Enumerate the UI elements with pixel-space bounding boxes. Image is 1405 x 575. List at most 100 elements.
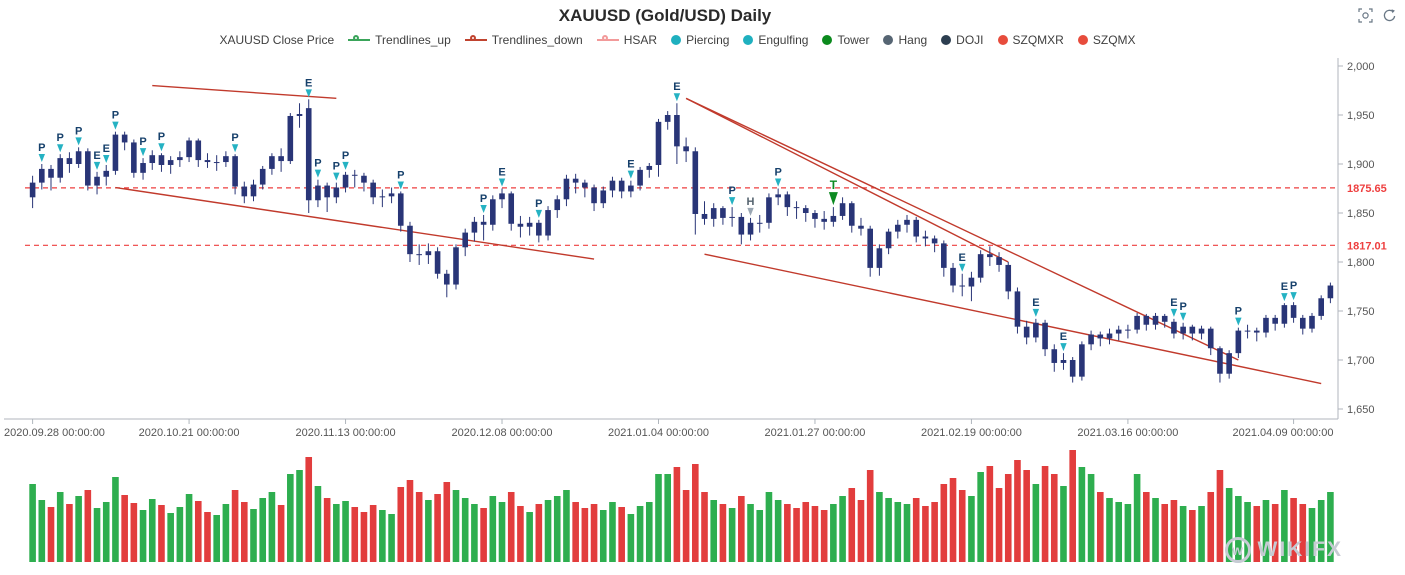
- candle[interactable]: [1088, 330, 1094, 351]
- volume-bar[interactable]: [130, 503, 138, 562]
- candle[interactable]: [1161, 313, 1168, 328]
- volume-bar[interactable]: [1170, 500, 1178, 562]
- candle[interactable]: [950, 262, 956, 293]
- candle[interactable]: [692, 147, 699, 235]
- volume-bar[interactable]: [1152, 498, 1159, 562]
- candle[interactable]: [1244, 324, 1251, 339]
- volume-bar[interactable]: [415, 492, 423, 562]
- candle[interactable]: [637, 166, 643, 191]
- volume-bar[interactable]: [572, 502, 579, 562]
- volume-bar[interactable]: [857, 500, 865, 562]
- volume-bar[interactable]: [1115, 502, 1123, 562]
- volume-bar[interactable]: [342, 501, 349, 562]
- volume-bar[interactable]: [830, 504, 837, 562]
- volume-bar[interactable]: [1060, 486, 1067, 562]
- candle[interactable]: [941, 240, 947, 277]
- volume-bar[interactable]: [820, 510, 828, 562]
- candle[interactable]: [1309, 312, 1315, 333]
- candle[interactable]: [112, 131, 119, 175]
- candle[interactable]: [223, 151, 229, 167]
- candle[interactable]: [342, 171, 349, 193]
- candle[interactable]: [664, 111, 671, 130]
- candle[interactable]: [701, 201, 708, 225]
- candle[interactable]: [462, 228, 469, 257]
- volume-bar[interactable]: [876, 492, 883, 562]
- candle[interactable]: [305, 99, 312, 213]
- volume-bar[interactable]: [618, 507, 625, 562]
- volume-bar[interactable]: [213, 515, 220, 562]
- volume-bar[interactable]: [333, 504, 340, 562]
- volume-bar[interactable]: [1023, 470, 1030, 562]
- volume-bar[interactable]: [287, 474, 294, 562]
- candle[interactable]: [848, 201, 855, 233]
- candle[interactable]: [1152, 312, 1159, 330]
- volume-bar[interactable]: [84, 490, 92, 562]
- candle[interactable]: [57, 154, 64, 183]
- candle[interactable]: [582, 179, 588, 198]
- candle[interactable]: [766, 193, 772, 229]
- volume-bar[interactable]: [148, 499, 156, 562]
- volume-bar[interactable]: [425, 500, 432, 562]
- candle[interactable]: [1226, 350, 1232, 379]
- volume-bar[interactable]: [1133, 474, 1141, 562]
- volume-bar[interactable]: [977, 472, 984, 562]
- volume-bar[interactable]: [590, 504, 598, 562]
- volume-bar[interactable]: [1198, 506, 1205, 562]
- volume-bar[interactable]: [958, 490, 966, 562]
- volume-bar[interactable]: [93, 508, 101, 562]
- candle[interactable]: [195, 138, 202, 167]
- candle[interactable]: [802, 205, 809, 222]
- volume-bar[interactable]: [204, 512, 211, 562]
- volume-bar[interactable]: [112, 477, 119, 562]
- candle[interactable]: [158, 153, 165, 172]
- volume-bar[interactable]: [719, 504, 727, 562]
- volume-bar[interactable]: [406, 480, 414, 562]
- candle[interactable]: [140, 158, 146, 180]
- volume-bar[interactable]: [692, 464, 699, 562]
- candle[interactable]: [453, 244, 459, 290]
- candle[interactable]: [830, 207, 837, 227]
- legend-item-szqmxr[interactable]: SZQMXR: [997, 33, 1064, 47]
- candle[interactable]: [315, 179, 321, 208]
- volume-bar[interactable]: [839, 496, 846, 562]
- candle[interactable]: [1051, 344, 1058, 372]
- candle[interactable]: [425, 243, 432, 264]
- volume-bar[interactable]: [480, 508, 487, 562]
- volume-bar[interactable]: [655, 474, 662, 562]
- candle[interactable]: [1290, 302, 1297, 323]
- volume-bar[interactable]: [636, 506, 644, 562]
- candle[interactable]: [167, 156, 174, 174]
- volume-bar[interactable]: [866, 470, 874, 562]
- candle[interactable]: [572, 173, 579, 194]
- candle[interactable]: [738, 213, 745, 245]
- volume-bar[interactable]: [1014, 460, 1021, 562]
- candle[interactable]: [177, 151, 183, 167]
- candle[interactable]: [241, 181, 248, 204]
- candle[interactable]: [508, 191, 515, 231]
- candle[interactable]: [536, 219, 542, 243]
- volume-bar[interactable]: [599, 510, 607, 562]
- volume-bar[interactable]: [56, 492, 64, 562]
- volume-bar[interactable]: [360, 512, 368, 562]
- volume-bar[interactable]: [645, 502, 653, 562]
- candle[interactable]: [1042, 319, 1048, 357]
- candle[interactable]: [361, 172, 367, 192]
- candle[interactable]: [296, 103, 303, 128]
- volume-bar[interactable]: [1032, 484, 1040, 562]
- candle[interactable]: [66, 152, 73, 173]
- candle[interactable]: [490, 195, 496, 231]
- candle[interactable]: [269, 153, 275, 175]
- volume-bar[interactable]: [526, 512, 533, 562]
- volume-bar[interactable]: [1299, 504, 1307, 562]
- candle[interactable]: [674, 103, 680, 164]
- volume-bar[interactable]: [544, 500, 552, 562]
- candle[interactable]: [379, 189, 386, 208]
- candle[interactable]: [628, 180, 634, 198]
- volume-bar[interactable]: [240, 502, 248, 562]
- candle[interactable]: [1106, 328, 1113, 345]
- volume-bar[interactable]: [1271, 504, 1279, 562]
- candle[interactable]: [600, 186, 607, 209]
- volume-bar[interactable]: [627, 514, 635, 562]
- candle[interactable]: [867, 225, 873, 277]
